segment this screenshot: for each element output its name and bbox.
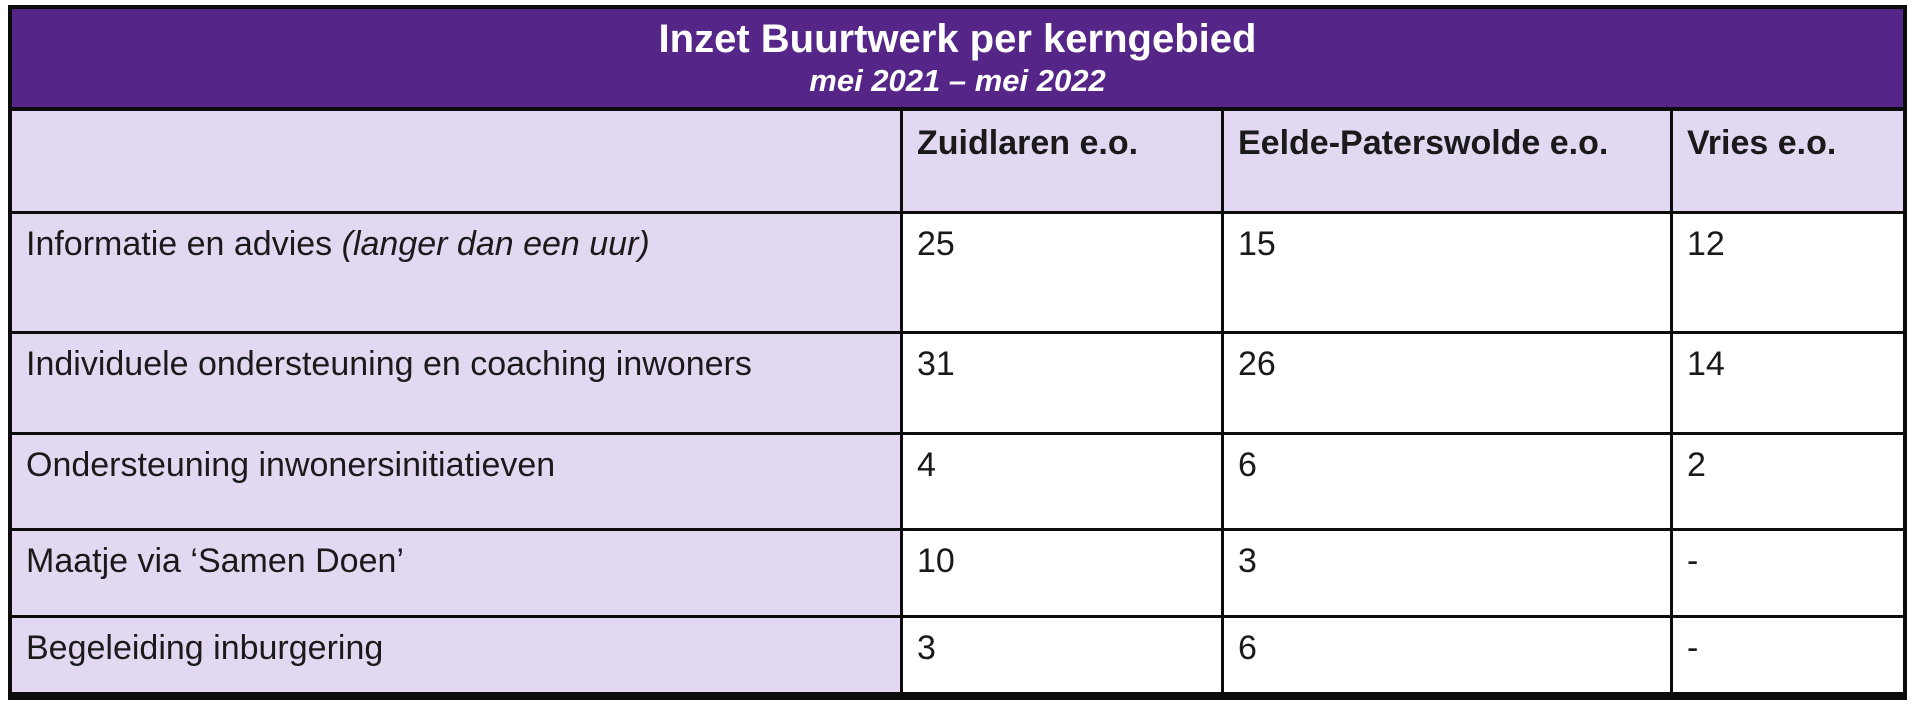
cell-value: 10 xyxy=(903,531,1221,615)
table-grid: Zuidlaren e.o. Eelde-Paterswolde e.o. Vr… xyxy=(12,111,1903,696)
row-label: Informatie en advies (langer dan een uur… xyxy=(12,214,900,331)
column-header-empty xyxy=(12,111,900,211)
cell-value: 3 xyxy=(1224,531,1670,615)
row-label: Maatje via ‘Samen Doen’ xyxy=(12,531,900,615)
row-label: Individuele ondersteuning en coaching in… xyxy=(12,334,900,432)
table-subtitle: mei 2021 – mei 2022 xyxy=(809,63,1106,99)
cell-value: - xyxy=(1673,531,1903,615)
buurtwerk-table: Inzet Buurtwerk per kerngebied mei 2021 … xyxy=(8,5,1907,700)
cell-value: 6 xyxy=(1224,435,1670,528)
row-label-text: Begeleiding inburgering xyxy=(26,629,384,667)
cell-value: - xyxy=(1673,618,1903,692)
row-label-text: Maatje via ‘Samen Doen’ xyxy=(26,542,404,580)
column-header-zuidlaren: Zuidlaren e.o. xyxy=(903,111,1221,211)
row-label-italic-text: (langer dan een uur) xyxy=(341,225,650,263)
cell-value: 6 xyxy=(1224,618,1670,692)
column-header-vries: Vries e.o. xyxy=(1673,111,1903,211)
cell-value: 12 xyxy=(1673,214,1903,331)
cell-value: 14 xyxy=(1673,334,1903,432)
cell-value: 2 xyxy=(1673,435,1903,528)
cell-value: 26 xyxy=(1224,334,1670,432)
cell-value: 4 xyxy=(903,435,1221,528)
cell-value: 31 xyxy=(903,334,1221,432)
table-title-band: Inzet Buurtwerk per kerngebied mei 2021 … xyxy=(12,9,1903,111)
row-label: Ondersteuning inwonersinitiatieven xyxy=(12,435,900,528)
row-label: Begeleiding inburgering xyxy=(12,618,900,692)
cell-value: 25 xyxy=(903,214,1221,331)
table-title: Inzet Buurtwerk per kerngebied xyxy=(658,17,1257,62)
cell-value: 3 xyxy=(903,618,1221,692)
row-label-text: Informatie en advies xyxy=(26,225,342,263)
row-label-text: Individuele ondersteuning en coaching in… xyxy=(26,345,752,383)
column-header-eelde-paterswolde: Eelde-Paterswolde e.o. xyxy=(1224,111,1670,211)
row-label-text: Ondersteuning inwonersinitiatieven xyxy=(26,446,556,484)
cell-value: 15 xyxy=(1224,214,1670,331)
